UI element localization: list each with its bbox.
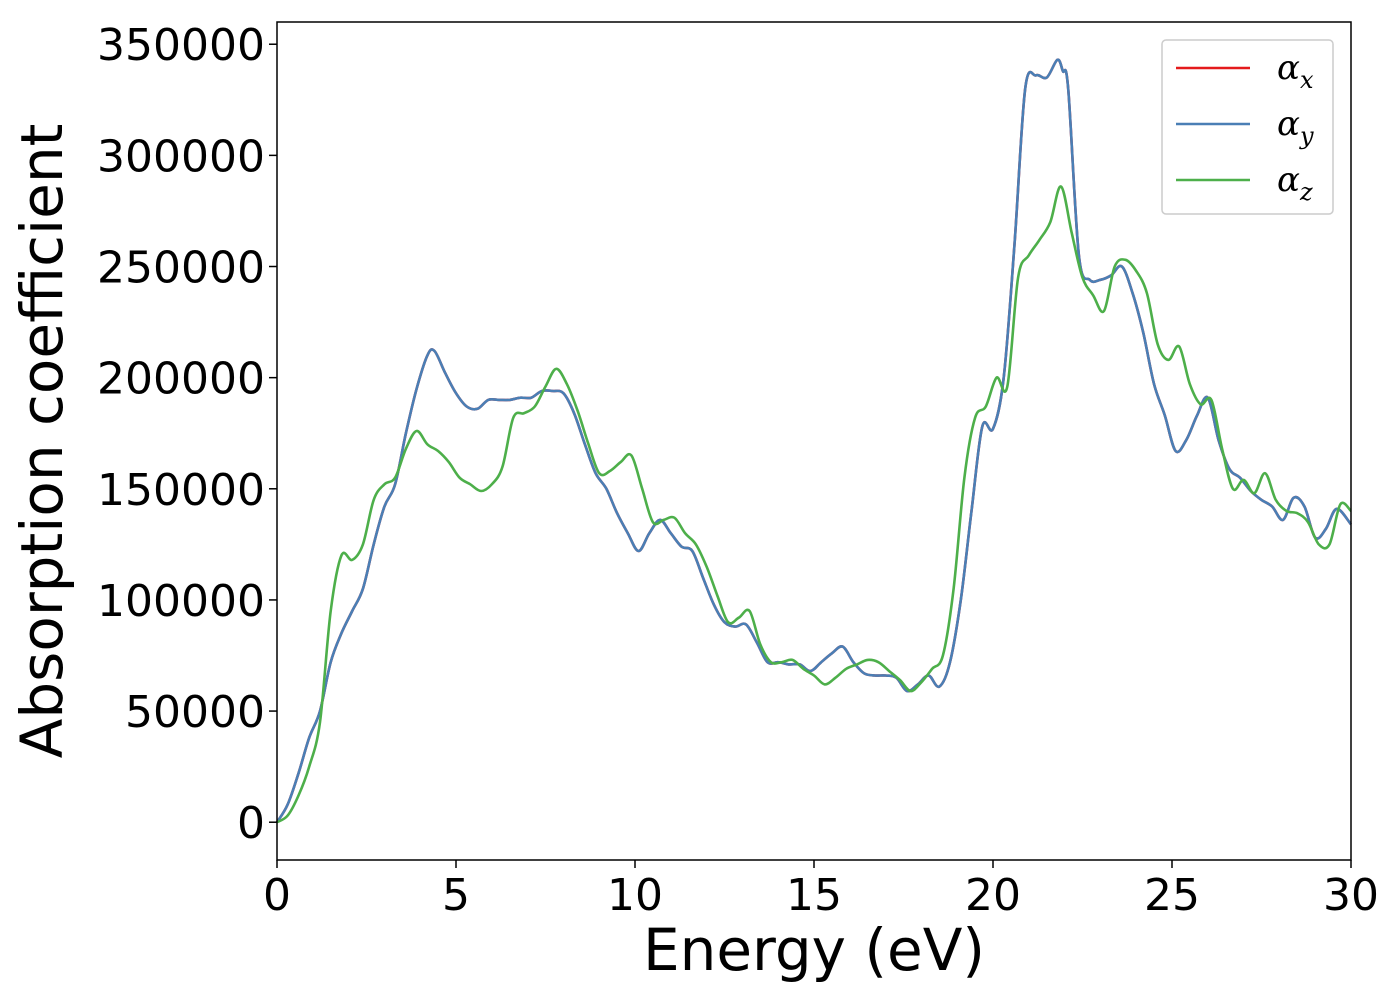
x-axis: 0 5 10 15 20 25 30 (263, 860, 1379, 921)
y-tick-label: 50000 (125, 687, 265, 738)
y-tick-label: 150000 (97, 465, 265, 516)
x-tick-label: 20 (965, 870, 1021, 921)
legend-label-x: αx (1277, 48, 1314, 94)
y-tick-label: 250000 (97, 243, 265, 294)
x-tick-label: 0 (263, 870, 291, 921)
y-tick-label: 0 (237, 798, 265, 849)
x-tick-label: 5 (442, 870, 470, 921)
y-tick-label: 200000 (97, 354, 265, 405)
series-line-y (275, 58, 1353, 823)
y-tick-label: 350000 (97, 20, 265, 71)
x-tick-label: 25 (1144, 870, 1200, 921)
legend-label-z: αz (1277, 160, 1313, 206)
y-tick-label: 300000 (97, 131, 265, 182)
series-layer (275, 58, 1353, 824)
x-tick-label: 10 (607, 870, 663, 921)
legend: αx αy αz (1161, 39, 1334, 215)
series-line-z (276, 185, 1352, 824)
legend-items: αx αy αz (1176, 48, 1314, 206)
y-tick-label: 100000 (97, 576, 265, 627)
x-tick-label: 30 (1323, 870, 1379, 921)
legend-label-y: αy (1277, 104, 1314, 150)
legend-box (1161, 39, 1334, 215)
x-tick-label: 15 (786, 870, 842, 921)
y-axis-title: Absorption coefficient (8, 124, 76, 759)
y-axis: 0 50000 100000 150000 200000 250000 300000 3500… (97, 20, 277, 849)
x-axis-title: Energy (eV) (643, 916, 985, 984)
